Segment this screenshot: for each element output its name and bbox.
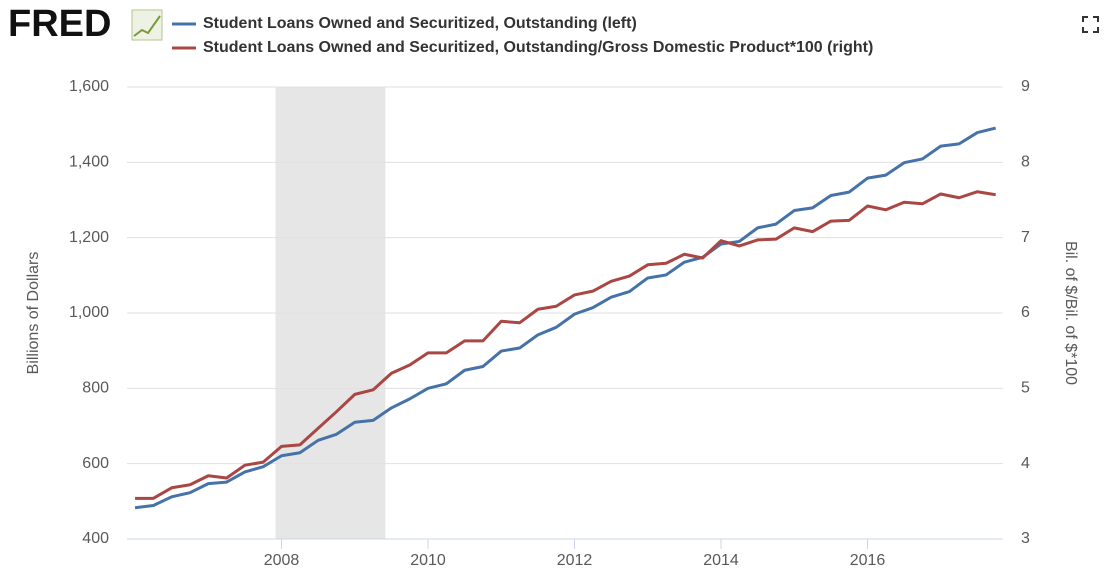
y2-tick-label: 3 xyxy=(1021,530,1030,547)
data-line xyxy=(134,126,997,510)
y-tick-label: 1,600 xyxy=(69,78,109,95)
y-tick-label: 1,200 xyxy=(69,229,109,246)
x-tick-label: 2016 xyxy=(850,552,886,569)
y2-axis-label: Bil. of $/Bil. of $*100 xyxy=(1062,241,1079,385)
y-tick-label: 400 xyxy=(82,530,109,547)
y2-tick-label: 6 xyxy=(1021,304,1030,321)
y-tick-label: 800 xyxy=(82,380,109,397)
y2-tick-label: 4 xyxy=(1021,455,1030,472)
x-tick-label: 2012 xyxy=(557,552,593,569)
x-tick-label: 2014 xyxy=(703,552,739,569)
y-axis-label: Billions of Dollars xyxy=(25,252,42,375)
y2-tick-label: 7 xyxy=(1021,229,1030,246)
y-tick-label: 1,400 xyxy=(69,154,109,171)
x-tick-label: 2010 xyxy=(410,552,446,569)
legend-label: Student Loans Owned and Securitized, Out… xyxy=(203,39,873,56)
logo: FRED xyxy=(8,3,111,45)
fullscreen-icon[interactable] xyxy=(1082,16,1099,33)
x-tick-label: 2008 xyxy=(264,552,300,569)
data-line xyxy=(135,190,996,500)
y2-tick-label: 8 xyxy=(1021,154,1030,171)
legend-label: Student Loans Owned and Securitized, Out… xyxy=(203,15,637,32)
y2-tick-label: 5 xyxy=(1021,380,1030,397)
logo-icon xyxy=(131,9,163,41)
y2-tick-label: 9 xyxy=(1021,78,1030,95)
y-tick-label: 600 xyxy=(82,455,109,472)
y-tick-label: 1,000 xyxy=(69,304,109,321)
